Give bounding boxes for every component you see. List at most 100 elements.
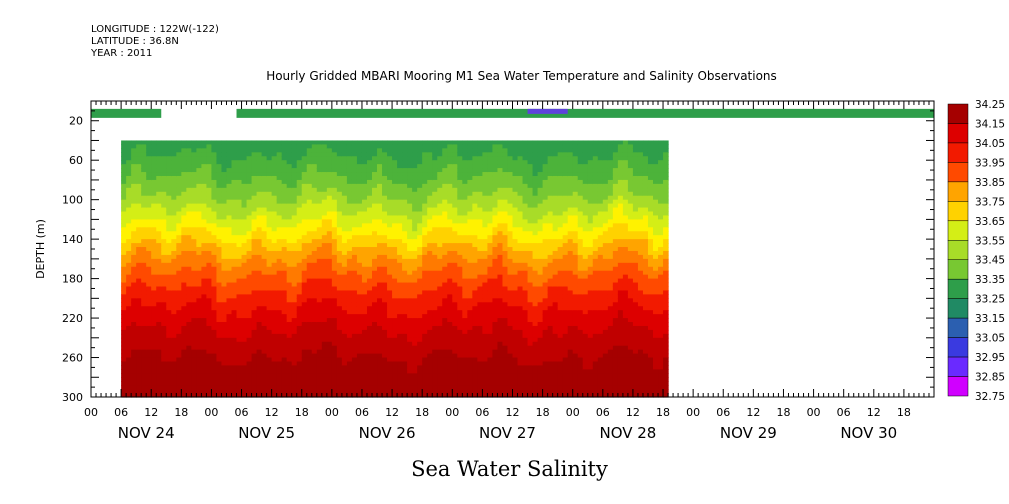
salinity-cell: [497, 282, 504, 288]
salinity-cell: [296, 306, 303, 311]
salinity-cell: [226, 140, 233, 146]
salinity-cell: [161, 239, 167, 244]
salinity-cell: [361, 310, 368, 315]
salinity-cell: [141, 365, 147, 370]
salinity-cell: [221, 310, 228, 315]
salinity-cell: [286, 306, 293, 311]
salinity-cell: [366, 191, 373, 197]
salinity-cell: [271, 302, 278, 307]
salinity-cell: [417, 152, 423, 157]
salinity-cell: [176, 152, 182, 157]
salinity-cell: [161, 369, 167, 374]
salinity-cell: [186, 365, 192, 370]
salinity-cell: [356, 357, 363, 363]
salinity-cell: [482, 341, 489, 347]
salinity-cell: [306, 333, 313, 339]
salinity-cell: [472, 254, 478, 260]
salinity-cell: [136, 235, 142, 240]
salinity-cell: [422, 266, 428, 272]
salinity-cell: [452, 294, 458, 299]
salinity-cell: [472, 282, 478, 288]
salinity-cell: [402, 274, 408, 280]
salinity-cell: [151, 310, 157, 315]
salinity-cell: [171, 156, 177, 161]
salinity-cell: [206, 187, 213, 193]
salinity-cell: [502, 298, 509, 303]
salinity-cell: [131, 164, 137, 169]
salinity-cell: [261, 219, 268, 224]
salinity-cell: [276, 349, 283, 355]
salinity-cell: [316, 250, 323, 256]
salinity-cell: [341, 223, 348, 228]
salinity-cell: [266, 337, 273, 343]
salinity-cell: [131, 314, 137, 319]
salinity-cell: [346, 329, 353, 335]
salinity-cell: [316, 144, 323, 149]
salinity-cell: [356, 247, 363, 252]
salinity-cell: [447, 239, 453, 244]
salinity-cell: [336, 270, 343, 276]
salinity-cell: [331, 373, 338, 378]
salinity-cell: [276, 235, 283, 240]
salinity-cell: [241, 160, 248, 165]
salinity-cell: [422, 270, 428, 276]
salinity-cell: [171, 258, 177, 264]
salinity-cell: [216, 148, 223, 153]
salinity-cell: [296, 144, 303, 149]
salinity-cell: [427, 373, 433, 378]
salinity-cell: [286, 333, 293, 339]
salinity-cell: [156, 310, 162, 315]
salinity-cell: [126, 247, 132, 252]
salinity-cell: [126, 207, 132, 213]
salinity-cell: [301, 306, 308, 311]
salinity-cell: [136, 282, 142, 288]
salinity-cell: [211, 144, 218, 149]
salinity-cell: [216, 349, 223, 355]
salinity-cell: [216, 207, 223, 213]
salinity-cell: [266, 270, 273, 276]
salinity-cell: [377, 231, 383, 236]
salinity-cell: [397, 223, 403, 228]
salinity-cell: [296, 235, 303, 240]
salinity-cell: [321, 168, 328, 173]
salinity-cell: [166, 239, 172, 244]
salinity-cell: [361, 227, 368, 232]
salinity-cell: [226, 278, 233, 284]
salinity-cell: [171, 219, 177, 224]
salinity-cell: [316, 215, 323, 220]
salinity-cell: [447, 385, 453, 390]
salinity-cell: [236, 258, 243, 264]
salinity-cell: [432, 191, 438, 197]
salinity-cell: [316, 266, 323, 272]
salinity-cell: [241, 156, 248, 161]
salinity-cell: [141, 247, 147, 252]
salinity-cell: [246, 314, 253, 319]
salinity-cell: [331, 318, 338, 323]
salinity-cell: [306, 329, 313, 335]
salinity-cell: [472, 203, 478, 209]
salinity-cell: [136, 286, 142, 292]
salinity-cell: [387, 175, 393, 181]
salinity-cell: [487, 381, 494, 386]
salinity-cell: [181, 310, 187, 315]
salinity-cell: [136, 243, 142, 248]
salinity-cell: [497, 254, 504, 260]
salinity-cell: [467, 262, 473, 268]
salinity-cell: [231, 211, 238, 217]
salinity-cell: [246, 168, 253, 173]
salinity-cell: [336, 290, 343, 295]
salinity-cell: [442, 258, 448, 264]
salinity-cell: [502, 195, 509, 201]
salinity-cell: [427, 349, 433, 355]
salinity-cell: [452, 369, 458, 374]
salinity-cell: [502, 160, 509, 165]
salinity-cell: [256, 337, 263, 343]
salinity-cell: [196, 381, 202, 386]
salinity-cell: [336, 191, 343, 197]
salinity-cell: [261, 144, 268, 149]
salinity-cell: [462, 357, 468, 363]
salinity-cell: [462, 160, 468, 165]
salinity-cell: [146, 314, 152, 319]
salinity-cell: [261, 168, 268, 173]
salinity-cell: [136, 219, 142, 224]
